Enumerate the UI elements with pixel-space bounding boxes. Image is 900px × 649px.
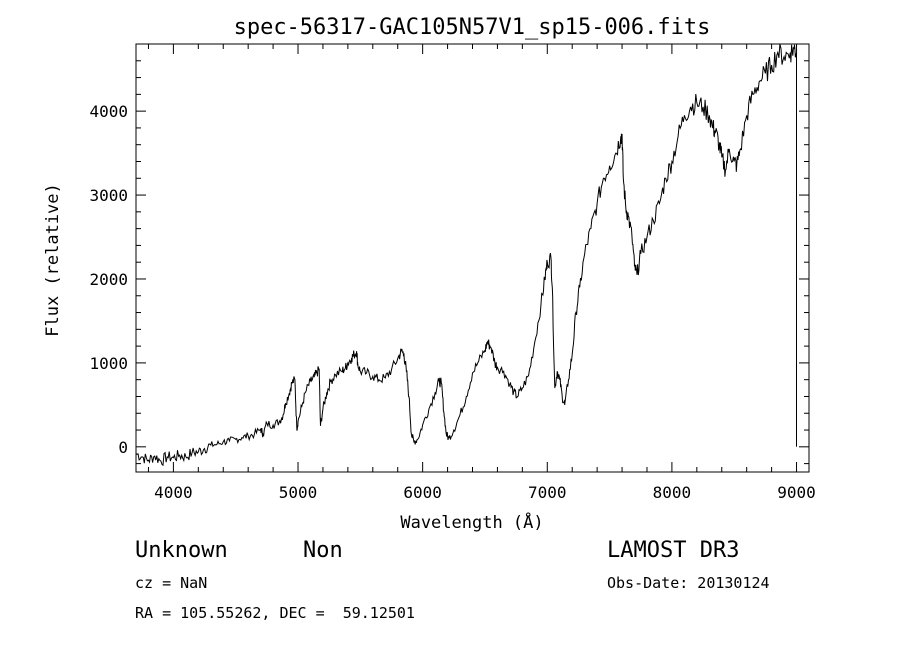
axis-ticks: [136, 43, 809, 472]
object-subclass: Non: [303, 538, 343, 563]
obs-date-text: Obs-Date: 20130124: [607, 574, 770, 592]
x-axis-label: Wavelength (Å): [400, 511, 543, 533]
y-tick-label: 1000: [89, 354, 128, 373]
y-axis-label: Flux (relative): [43, 183, 63, 337]
x-tick-label: 6000: [403, 483, 442, 502]
object-class: Unknown: [135, 538, 228, 563]
x-tick-label: 5000: [279, 483, 318, 502]
chart-title: spec-56317-GAC105N57V1_sp15-006.fits: [234, 15, 711, 40]
y-tick-label: 2000: [89, 270, 128, 289]
survey-name: LAMOST DR3: [607, 538, 740, 563]
redshift-text: cz = NaN: [135, 574, 208, 592]
x-tick-labels: 4000 5000 6000 7000 8000 9000: [154, 483, 816, 502]
spectrum-line: [135, 43, 797, 467]
x-tick-label: 7000: [528, 483, 567, 502]
x-tick-label: 8000: [653, 483, 692, 502]
y-tick-label: 4000: [89, 102, 128, 121]
coordinates-text: RA = 105.55262, DEC = 59.12501: [135, 604, 415, 622]
x-tick-label: 9000: [777, 483, 816, 502]
x-tick-label: 4000: [154, 483, 193, 502]
y-tick-label: 0: [118, 438, 128, 457]
y-tick-label: 3000: [89, 186, 128, 205]
plot-frame: [135, 43, 810, 473]
y-tick-labels: 0 1000 2000 3000 4000: [89, 102, 128, 457]
